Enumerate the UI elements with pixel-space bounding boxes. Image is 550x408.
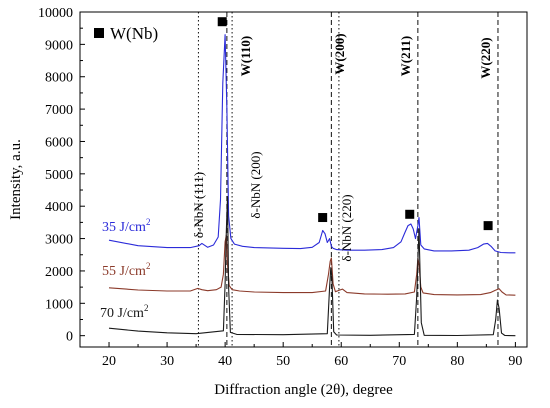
peak-marker-2	[405, 209, 415, 219]
reference-label-4: W(200)	[332, 33, 347, 74]
y-axis-label: Intensity, a.u.	[8, 139, 24, 220]
reference-label-0: δ-NbN (111)	[191, 172, 206, 238]
reference-label-layer: δ-NbN (111) δ-NbN (200) δ-NbN (220) W(110) W…	[191, 33, 493, 261]
x-tick-label-3: 50	[276, 354, 290, 369]
x-tick-label-0: 20	[102, 354, 116, 369]
series-layer	[108, 34, 516, 337]
y-tick-label-7: 7000	[45, 103, 73, 118]
legend-marker-square	[94, 28, 104, 38]
y-tick-label-10: 10000	[38, 6, 73, 21]
x-axis-ticks: 20 30 40 50 60 70 80 90	[102, 342, 522, 369]
x-tick-label-7: 90	[508, 354, 522, 369]
reference-label-3: W(110)	[238, 36, 253, 76]
y-tick-label-1: 1000	[45, 297, 73, 312]
legend-label: W(Nb)	[110, 24, 158, 43]
series-label-2: 70 J/cm2	[100, 303, 148, 321]
y-tick-label-9: 9000	[45, 38, 73, 53]
y-tick-label-0: 0	[66, 330, 73, 345]
legend: W(Nb)	[94, 24, 158, 43]
series-line-2	[108, 195, 516, 337]
y-tick-label-6: 6000	[45, 135, 73, 150]
reference-label-6: W(220)	[478, 37, 493, 78]
x-tick-label-6: 80	[450, 354, 464, 369]
series-line-1	[108, 234, 516, 296]
y-axis-ticks: 0 1000 2000 3000 4000 5000 6000 7000 8000 9000 100…	[38, 6, 85, 345]
peak-marker-0	[217, 17, 227, 27]
x-axis-label: Diffraction angle (2θ), degree	[214, 382, 393, 398]
x-tick-label-5: 70	[392, 354, 406, 369]
series-line-0	[108, 34, 516, 254]
series-label-1: 55 J/cm2	[102, 261, 150, 279]
y-tick-label-8: 8000	[45, 71, 73, 86]
series-label-layer: 35 J/cm2 55 J/cm2 70 J/cm2	[100, 217, 150, 321]
series-label-0: 35 J/cm2	[102, 217, 150, 235]
peak-marker-1	[318, 213, 328, 223]
peak-marker-3	[483, 221, 493, 231]
x-tick-label-1: 30	[160, 354, 174, 369]
reference-label-5: W(211)	[398, 36, 413, 76]
reference-label-1: δ-NbN (200)	[248, 151, 263, 218]
x-tick-label-2: 40	[218, 354, 232, 369]
reference-label-2: δ-NbN (220)	[339, 194, 354, 261]
y-tick-label-5: 5000	[45, 168, 73, 183]
y-tick-label-3: 3000	[45, 233, 73, 248]
y-tick-label-2: 2000	[45, 265, 73, 280]
x-tick-label-4: 60	[334, 354, 348, 369]
plot-frame	[79, 11, 528, 348]
y-tick-label-4: 4000	[45, 200, 73, 215]
peak-marker-layer	[217, 17, 493, 231]
